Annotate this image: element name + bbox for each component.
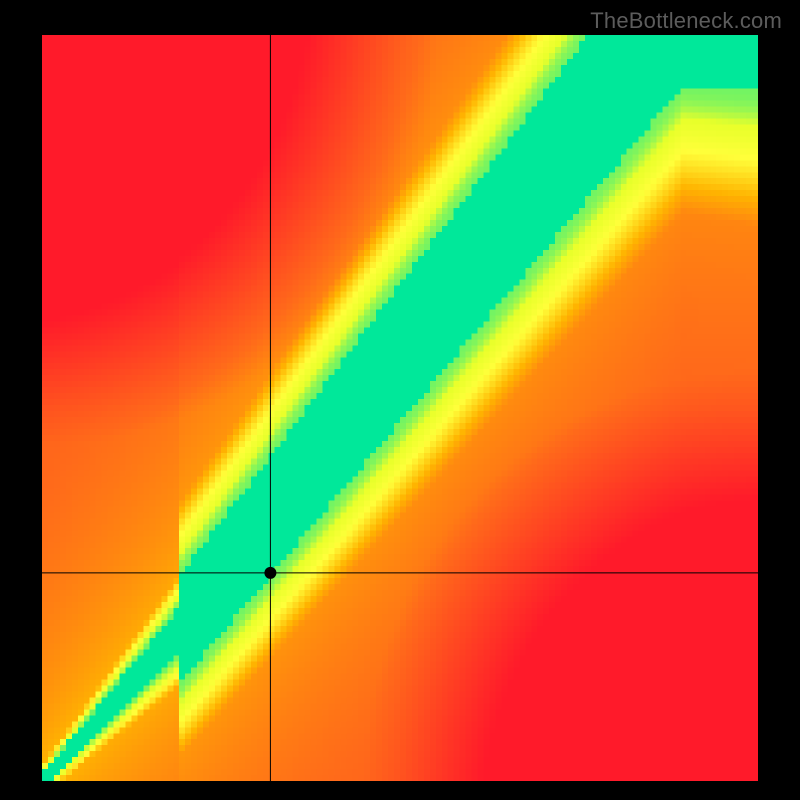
watermark-text: TheBottleneck.com	[590, 8, 782, 34]
heatmap-frame: TheBottleneck.com	[0, 0, 800, 800]
heatmap-canvas	[42, 35, 758, 781]
heatmap-plot-area	[42, 35, 758, 781]
